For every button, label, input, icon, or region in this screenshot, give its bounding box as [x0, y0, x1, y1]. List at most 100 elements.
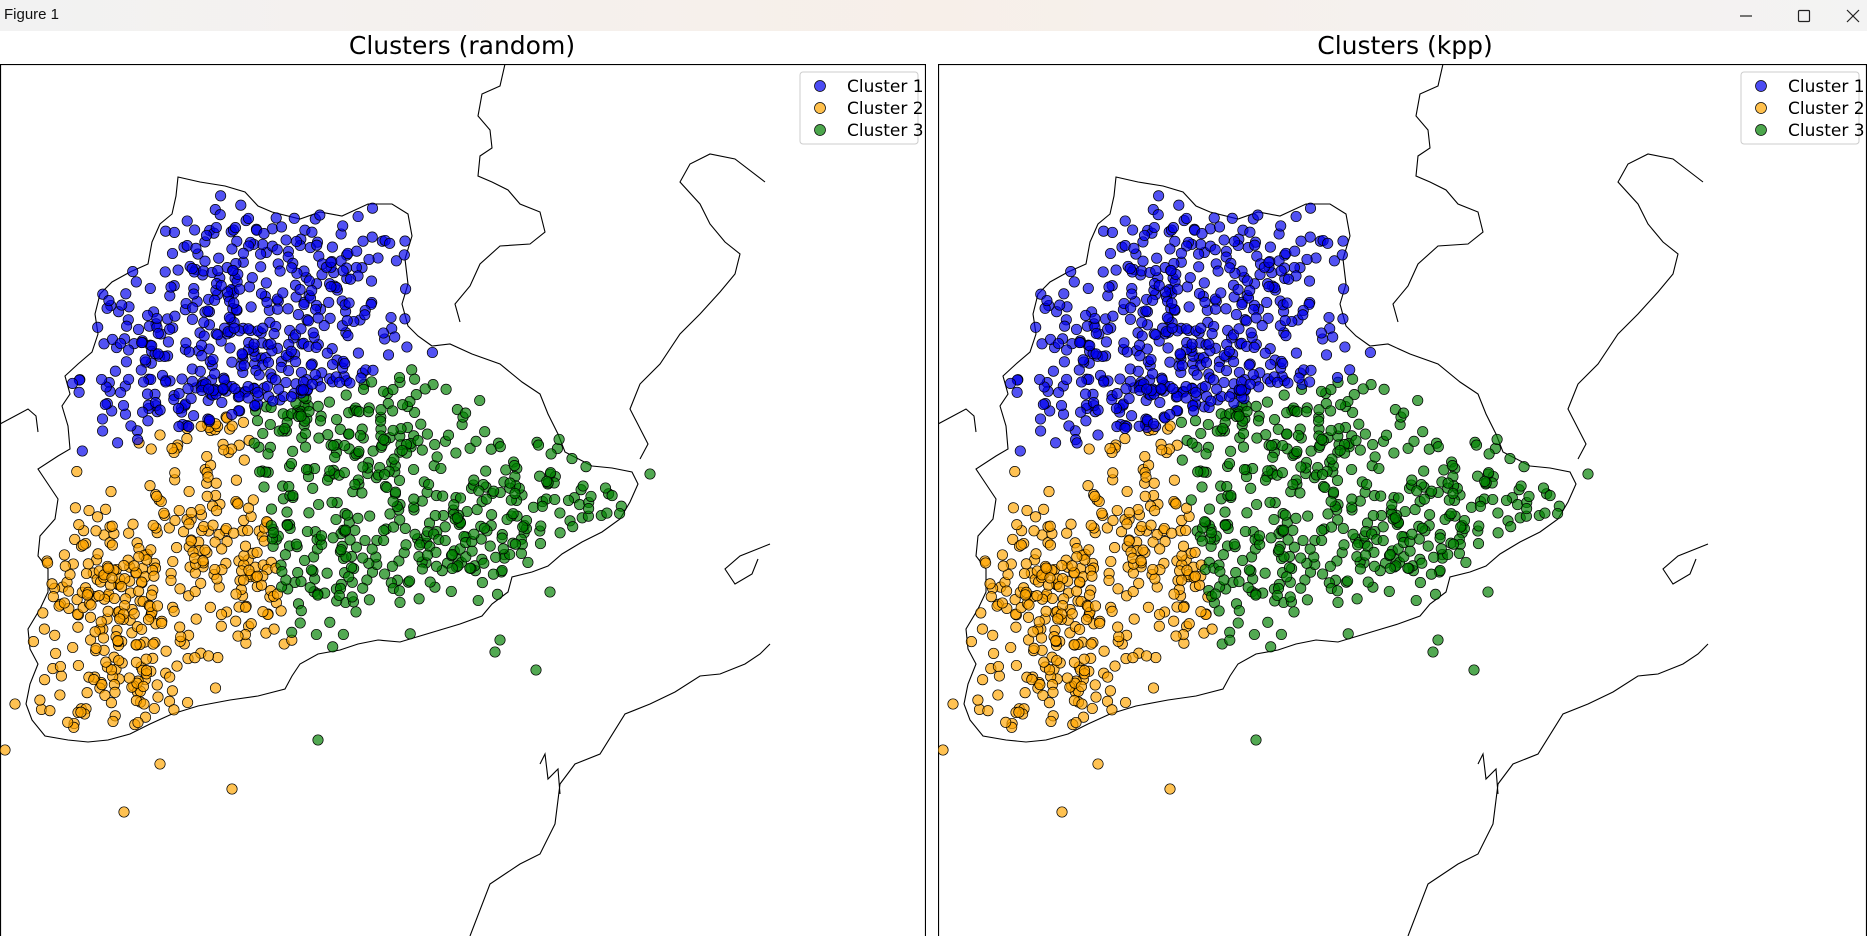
cluster-2-point — [164, 671, 176, 683]
cluster-3-point — [1242, 581, 1254, 593]
cluster-2-point — [209, 536, 221, 548]
cluster-3-point — [606, 490, 618, 502]
cluster-3-point — [1359, 428, 1371, 440]
cluster-3-point — [1354, 444, 1366, 456]
cluster-2-point — [938, 744, 949, 756]
cluster-3-point — [393, 371, 406, 384]
cluster-2-point — [1085, 638, 1097, 650]
cluster-3-point — [1447, 538, 1460, 550]
cluster-1-point — [151, 312, 163, 325]
cluster-1-point — [1259, 347, 1271, 359]
cluster-2-point — [1164, 420, 1176, 432]
cluster-3-point — [430, 560, 443, 572]
cluster-2-point — [1082, 480, 1094, 492]
cluster-1-point — [1080, 415, 1092, 427]
cluster-2-point — [37, 607, 49, 619]
cluster-3-point — [431, 451, 443, 463]
cluster-2-point — [1104, 685, 1116, 697]
cluster-3-point — [366, 543, 378, 555]
cluster-3-point — [585, 490, 597, 502]
cluster-3-point — [286, 626, 298, 638]
cluster-2-point — [1077, 711, 1090, 723]
cluster-2-point — [100, 656, 112, 668]
cluster-1-point — [1193, 248, 1205, 260]
cluster-1-point — [1104, 247, 1117, 260]
maximize-button[interactable] — [1781, 0, 1827, 31]
cluster-1-point — [73, 386, 85, 398]
cluster-1-point — [1061, 344, 1073, 356]
cluster-1-point — [1173, 199, 1185, 211]
cluster-3-point — [1324, 560, 1336, 572]
cluster-3-point — [536, 500, 548, 512]
cluster-1-point — [1136, 316, 1148, 328]
cluster-1-point — [1074, 337, 1086, 349]
cluster-1-point — [235, 199, 247, 211]
cluster-2-point — [1166, 527, 1178, 539]
cluster-1-point — [1053, 386, 1065, 399]
minimize-button[interactable] — [1723, 0, 1769, 31]
cluster-1-point — [1305, 364, 1317, 376]
cluster-2-point — [75, 706, 87, 718]
cluster-3-point — [532, 439, 545, 451]
cluster-2-point — [1112, 621, 1124, 633]
cluster-1-point — [1235, 384, 1247, 396]
cluster-2-point — [148, 570, 160, 582]
cluster-3-point — [549, 493, 561, 506]
cluster-1-point — [152, 348, 164, 360]
cluster-2-point — [1038, 656, 1050, 668]
cluster-1-point — [1226, 212, 1238, 224]
cluster-2-point — [105, 664, 118, 676]
cluster-3-point — [1245, 482, 1257, 494]
cluster-2-point — [1020, 558, 1032, 570]
cluster-3-point — [393, 474, 406, 486]
cluster-1-point — [137, 376, 150, 388]
cluster-1-point — [1275, 220, 1287, 232]
legend-label-1: Cluster 1 — [847, 77, 924, 97]
panel-title-random: Clusters (random) — [348, 31, 576, 60]
cluster-1-point — [268, 328, 280, 340]
cluster-1-point — [234, 283, 246, 295]
cluster-3-point — [1460, 556, 1472, 568]
close-button[interactable] — [1839, 0, 1867, 31]
cluster-3-point — [1238, 463, 1251, 476]
cluster-2-point — [1056, 560, 1068, 572]
cluster-1-point — [265, 338, 277, 350]
cluster-3-point — [1295, 552, 1307, 564]
cluster-1-point — [1262, 312, 1274, 324]
cluster-2-point — [1034, 679, 1046, 691]
cluster-1-point — [117, 399, 130, 412]
cluster-3-point — [312, 734, 324, 746]
cluster-2-point — [1018, 567, 1031, 580]
cluster-3-point — [545, 448, 557, 460]
cluster-1-point — [1124, 313, 1136, 325]
cluster-3-point — [1248, 628, 1260, 641]
cluster-2-point — [985, 591, 997, 603]
cluster-2-point — [1074, 623, 1086, 635]
cluster-1-point — [224, 342, 236, 354]
cluster-2-point — [137, 680, 149, 693]
cluster-2-point — [69, 533, 81, 545]
cluster-2-point — [1136, 521, 1148, 533]
cluster-2-point — [1112, 583, 1124, 595]
coastline-5 — [938, 408, 977, 433]
cluster-2-point — [1056, 806, 1068, 818]
cluster-2-point — [1061, 672, 1073, 684]
cluster-3-point — [1292, 429, 1304, 442]
cluster-2-point — [1089, 490, 1101, 502]
cluster-1-point — [176, 373, 188, 385]
cluster-3-point — [295, 605, 307, 617]
cluster-1-point — [1364, 346, 1376, 359]
cluster-1-point — [1301, 253, 1313, 265]
cluster-2-point — [27, 636, 39, 648]
cluster-2-point — [232, 630, 244, 642]
cluster-2-point — [169, 467, 181, 479]
cluster-3-point — [1217, 549, 1229, 561]
cluster-3-point — [1219, 519, 1232, 531]
cluster-2-point — [1156, 444, 1168, 456]
cluster-3-point — [1214, 565, 1226, 578]
cluster-3-point — [494, 634, 506, 646]
cluster-2-point — [209, 682, 222, 694]
